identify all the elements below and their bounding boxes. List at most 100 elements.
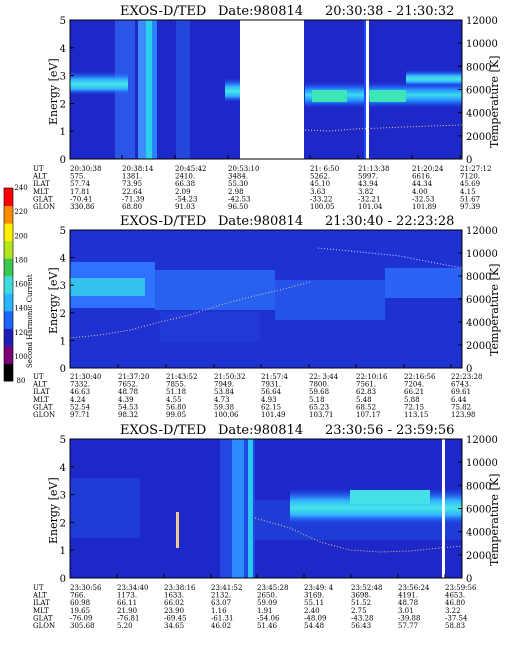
orbit-param-value: 23:52:48: [351, 584, 382, 592]
orbit-param-value: 66.02: [164, 599, 184, 607]
panel-2-y2-tick-label: 12000: [466, 226, 498, 237]
panel-3-y2-label: Temperature [K]: [488, 474, 501, 566]
spectrogram-panel-3: EXOS-D/TED Date:980814 23:30:56 - 23:59:…: [32, 423, 501, 630]
panel-1-y-tick-label: 4: [60, 44, 66, 55]
colorbar-swatch: [4, 240, 13, 259]
orbit-param-value: -43.28: [351, 614, 373, 622]
orbit-param-label: GLON: [33, 411, 55, 419]
panel-1-y2-tick-label: 10000: [466, 39, 498, 50]
orbit-param-value: 7332.: [70, 381, 90, 389]
orbit-param-value: -37.54: [445, 614, 468, 622]
orbit-param-value: 100.06: [214, 411, 239, 419]
orbit-param-value: 7204.: [404, 381, 424, 389]
orbit-param-value: 100.05: [310, 203, 335, 211]
orbit-param-value: 53.84: [214, 388, 235, 396]
orbit-param-value: 7561.: [356, 381, 376, 389]
orbit-param-value: 22.64: [122, 188, 143, 196]
orbit-param-label: ALT: [32, 381, 47, 389]
panel-1-y2-tick-label: 8000: [466, 62, 491, 73]
orbit-param-value: 107.17: [356, 411, 381, 419]
orbit-param-label: ILAT: [33, 599, 50, 607]
orbit-param-value: 55.30: [228, 180, 248, 188]
orbit-param-value: 101.04: [358, 203, 383, 211]
panel-3-y2-tick-label: 0: [466, 574, 472, 585]
colorbar-swatch: [4, 293, 13, 312]
panel-3-date: Date:980814: [218, 423, 303, 438]
orbit-param-value: 7949.: [214, 381, 234, 389]
panel-1-orbit-table: UT 20:30:38 20:38:14 20:45:42 20:53:10 21: 6:…: [32, 165, 491, 211]
orbit-param-value: 3.82: [358, 188, 374, 196]
colorbar-swatch: [4, 188, 13, 207]
orbit-param-value: 20:30:38: [70, 165, 101, 173]
orbit-param-value: 51.67: [460, 195, 480, 203]
orbit-param-value: 98.32: [118, 411, 138, 419]
orbit-param-value: 45.69: [460, 180, 480, 188]
panel-1-y-tick-label: 2: [60, 99, 66, 110]
orbit-param-value: -54.23: [175, 195, 197, 203]
orbit-param-value: -39.88: [398, 614, 420, 622]
orbit-param-value: 54.48: [304, 622, 324, 630]
orbit-param-value: 34.65: [164, 622, 184, 630]
orbit-param-value: 66.11: [117, 599, 137, 607]
panel-3-y-tick-label: 4: [60, 463, 66, 474]
panel-3-y-tick-label: 0: [60, 574, 66, 585]
colorbar-swatch: [4, 275, 13, 294]
orbit-param-label: ILAT: [33, 388, 50, 396]
panel-1-y2-tick-label: 0: [466, 155, 472, 166]
orbit-param-value: 23:45:28: [257, 584, 288, 592]
panel-3-title: EXOS-D/TED: [120, 423, 206, 438]
orbit-param-value: 23:49: 4: [304, 584, 334, 592]
spectrogram-panel-2: EXOS-D/TED Date:980814 21:30:40 - 22:23:…: [32, 214, 501, 419]
colorbar-swatch: [4, 310, 13, 329]
panel-1-y2-label: Temperature [K]: [488, 56, 501, 148]
colorbar-swatch: [4, 258, 13, 277]
orbit-param-value: 21:57:4: [261, 373, 289, 381]
panel-2-time-range: 21:30:40 - 22:23:28: [325, 214, 454, 229]
colorbar-tick-label: 140: [14, 305, 27, 313]
panel-2-y2-tick-label: 0: [466, 364, 472, 375]
orbit-param-value: 1.16: [211, 607, 227, 615]
panel-2-orbit-table: UT 21:30:40 21:37:20 21:43:52 21:50:32 21:57:…: [32, 373, 482, 419]
colorbar-tick-label: 200: [14, 232, 27, 240]
panel-2-y-tick-label: 5: [60, 226, 66, 237]
panel-3-y-ticks: 0 1 2 3 4 5: [60, 435, 446, 585]
colorbar-tick-label: 180: [14, 256, 27, 264]
orbit-param-value: 21:13:38: [358, 165, 389, 173]
orbit-param-value: 44.34: [412, 180, 433, 188]
orbit-param-value: -76.09: [70, 614, 92, 622]
panel-3-y2-tick-label: 10000: [466, 458, 498, 469]
colorbar-swatches: [4, 188, 13, 382]
orbit-param-value: 56.80: [166, 403, 186, 411]
orbit-param-value: 21:37:20: [118, 373, 149, 381]
orbit-param-label: GLAT: [33, 403, 53, 411]
orbit-param-value: 330.86: [70, 203, 95, 211]
orbit-param-value: 46.63: [70, 388, 90, 396]
orbit-param-value: 101.89: [412, 203, 437, 211]
orbit-param-value: 22:16:56: [404, 373, 436, 381]
orbit-param-value: 6743.: [451, 381, 471, 389]
panel-1-y2-tick-label: 6000: [466, 86, 491, 97]
orbit-param-label: ALT: [32, 173, 47, 181]
orbit-param-value: 23:56:24: [398, 584, 430, 592]
spectrogram-panel-1: EXOS-D/TED Date:980814 20:30:38 - 21:30:…: [32, 4, 501, 211]
orbit-param-value: 23:41:52: [211, 584, 242, 592]
orbit-param-value: 3.22: [445, 607, 461, 615]
orbit-param-label: MLT: [33, 396, 49, 404]
colorbar-tick-label: 160: [14, 281, 27, 289]
orbit-param-value: -48.09: [304, 614, 326, 622]
orbit-param-value: 3698.: [351, 592, 371, 600]
panel-1-y2-tick-label: 2000: [466, 132, 491, 143]
orbit-param-value: 7855.: [166, 381, 186, 389]
orbit-param-value: 56.43: [351, 622, 371, 630]
orbit-param-value: 22:10:16: [356, 373, 388, 381]
orbit-param-value: 68.80: [122, 203, 142, 211]
orbit-param-label: UT: [33, 165, 44, 173]
panel-1-title: EXOS-D/TED: [120, 4, 206, 19]
orbit-param-label: MLT: [33, 607, 49, 615]
orbit-param-value: 68.52: [356, 403, 376, 411]
orbit-param-value: 59.09: [257, 599, 277, 607]
orbit-param-value: -69.45: [164, 614, 186, 622]
orbit-param-value: 23:34:40: [117, 584, 148, 592]
orbit-param-label: GLAT: [33, 195, 53, 203]
orbit-param-label: GLON: [33, 622, 55, 630]
